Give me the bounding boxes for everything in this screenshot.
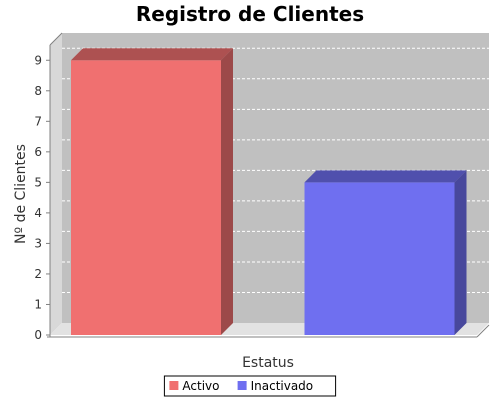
y-tick-label-8: 8: [34, 84, 42, 98]
y-tick-label-0: 0: [34, 328, 42, 342]
y-axis-depth-line: [49, 32, 63, 46]
bar-front-face: [304, 182, 455, 335]
bar-inactivado: [304, 170, 467, 335]
y-tick-label-4: 4: [34, 206, 42, 220]
y-tick-label-2: 2: [34, 267, 42, 281]
x-axis-label: Estatus: [242, 355, 294, 371]
legend-label-inactivado: Inactivado: [251, 379, 314, 393]
legend-swatch-activo: [169, 381, 179, 390]
y-tick-label-3: 3: [34, 236, 42, 250]
bar-side-face: [221, 48, 233, 336]
plot-area: 0 1 2 3 4 5 6 7 8 9: [34, 32, 490, 342]
y-tick-label-6: 6: [34, 145, 42, 159]
chart-title: Registro de Clientes: [136, 2, 364, 26]
x-axis-depth-line: [476, 324, 490, 338]
bar-activo: [71, 48, 233, 336]
y-axis-label: Nº de Clientes: [13, 144, 29, 244]
bar-front-face: [71, 60, 221, 336]
legend-label-activo: Activo: [182, 379, 219, 393]
y-tick-label-7: 7: [34, 114, 42, 128]
legend-swatch-inactivado: [237, 381, 247, 390]
y-tick-label-1: 1: [34, 297, 42, 311]
y-tick-label-9: 9: [34, 53, 42, 67]
bar-side-face: [454, 170, 467, 335]
bar-top-face: [304, 170, 467, 183]
plot-left-wall: [50, 33, 62, 335]
y-tick-label-5: 5: [34, 175, 42, 189]
legend-box: [163, 375, 337, 397]
legend: Activo Inactivado: [163, 375, 337, 397]
bar-top-face: [71, 48, 233, 61]
